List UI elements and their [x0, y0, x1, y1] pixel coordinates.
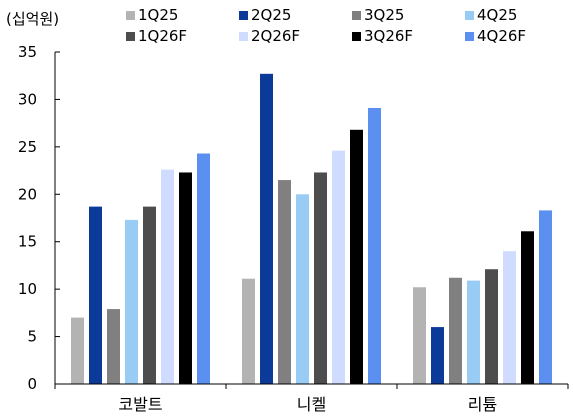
- legend-label-2Q26F: 2Q26F: [251, 27, 300, 45]
- y-tick-label: 15: [18, 233, 37, 251]
- legend-swatch-3Q25: [352, 11, 361, 20]
- bars: [71, 73, 552, 385]
- x-tick-label: 니켈: [297, 395, 326, 414]
- bar-4Q25-코발트: [125, 219, 138, 384]
- bar-1Q25-코발트: [71, 317, 84, 384]
- bar-3Q25-리튬: [449, 277, 462, 384]
- legend-label-4Q26F: 4Q26F: [477, 27, 526, 45]
- bar-4Q25-니켈: [296, 194, 309, 384]
- legend-label-3Q25: 3Q25: [364, 6, 404, 24]
- legend-swatch-4Q25: [465, 11, 474, 20]
- legend-label-2Q25: 2Q25: [251, 6, 291, 24]
- x-axis: 코발트 니켈 리튬: [54, 383, 569, 414]
- x-tick-label: 코발트: [118, 395, 162, 414]
- bar-2Q25-니켈: [260, 73, 273, 385]
- bar-2Q25-코발트: [89, 206, 102, 384]
- bar-1Q26F-리튬: [485, 269, 498, 384]
- legend-swatch-2Q25: [239, 11, 248, 20]
- legend-swatch-1Q26F: [126, 32, 135, 41]
- legend-swatch-1Q25: [126, 11, 135, 20]
- bar-1Q25-리튬: [413, 287, 426, 384]
- bar-2Q25-리튬: [431, 327, 444, 384]
- bar-3Q26F-니켈: [350, 129, 363, 384]
- legend-swatch-2Q26F: [239, 32, 248, 41]
- bar-3Q26F-리튬: [521, 231, 534, 384]
- bar-1Q26F-코발트: [143, 206, 156, 384]
- bar-4Q26F-리튬: [539, 210, 552, 384]
- y-tick-label: 5: [27, 328, 37, 346]
- bar-3Q25-코발트: [107, 309, 120, 384]
- bar-4Q26F-니켈: [368, 107, 381, 385]
- bar-3Q25-니켈: [278, 180, 291, 384]
- x-tick-label: 리튬: [468, 395, 497, 414]
- legend-label-1Q25: 1Q25: [138, 6, 178, 24]
- y-tick-label: 30: [18, 90, 37, 108]
- y-axis: 0 5 10 15 20 25 30 35: [18, 43, 60, 393]
- y-tick-label: 25: [18, 138, 37, 156]
- bar-1Q26F-니켈: [314, 172, 327, 384]
- legend-swatch-4Q26F: [465, 32, 474, 41]
- bar-3Q26F-코발트: [179, 172, 192, 384]
- bar-1Q25-니켈: [242, 278, 255, 384]
- legend: 1Q25 2Q25 3Q25 4Q25 1Q26F 2Q26F 3Q26F 4Q26F: [126, 6, 526, 45]
- y-tick-label: 0: [27, 375, 37, 393]
- bar-4Q26F-코발트: [197, 153, 210, 384]
- legend-label-4Q25: 4Q25: [477, 6, 517, 24]
- legend-label-3Q26F: 3Q26F: [364, 27, 413, 45]
- bar-2Q26F-코발트: [161, 169, 174, 384]
- unit-label: (십억원): [6, 10, 59, 28]
- y-tick-label: 35: [18, 43, 37, 61]
- bar-2Q26F-리튬: [503, 251, 516, 384]
- legend-label-1Q26F: 1Q26F: [138, 27, 187, 45]
- bar-4Q25-리튬: [467, 280, 480, 384]
- y-tick-label: 20: [18, 185, 37, 203]
- bar-2Q26F-니켈: [332, 150, 345, 384]
- legend-swatch-3Q26F: [352, 32, 361, 41]
- y-tick-label: 10: [18, 280, 37, 298]
